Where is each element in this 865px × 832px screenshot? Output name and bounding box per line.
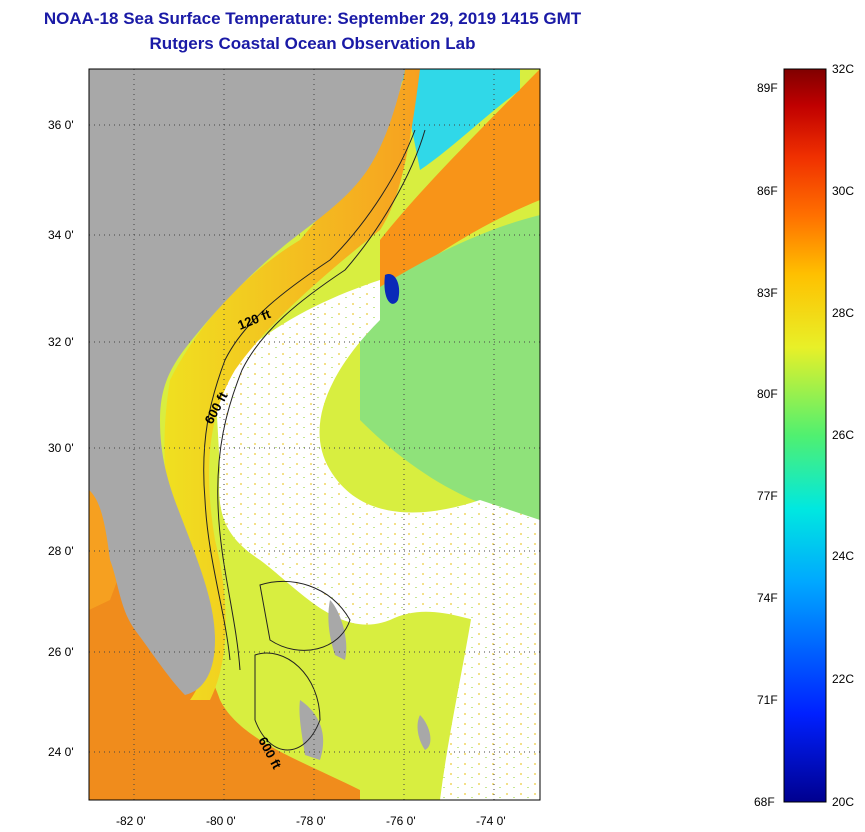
isobath-120ft-line <box>203 129 416 661</box>
longitude-axis: -82 0' -80 0' -78 0' -76 0' -74 0' <box>116 814 506 828</box>
island-exuma <box>417 715 431 750</box>
colorbar-c-22: 22C <box>832 672 854 686</box>
colorbar-f-86: 86F <box>757 184 778 198</box>
sst-map <box>89 69 540 800</box>
lon-tick-78: -78 0' <box>296 814 326 828</box>
map-title: NOAA-18 Sea Surface Temperature: Septemb… <box>43 9 582 28</box>
colorbar-f-89: 89F <box>757 81 778 95</box>
lat-tick-24: 24 0' <box>48 745 74 759</box>
latitude-axis: 36 0' 34 0' 32 0' 30 0' 28 0' 26 0' 24 0… <box>48 118 74 759</box>
colorbar-c-32: 32C <box>832 62 854 76</box>
gulf-stream <box>380 69 540 300</box>
map-frame <box>88 68 541 801</box>
offshore-warm-green <box>360 215 540 520</box>
lat-tick-34: 34 0' <box>48 228 74 242</box>
land-southeast-us <box>89 69 405 695</box>
island-abaco <box>328 600 347 660</box>
lat-tick-26: 26 0' <box>48 645 74 659</box>
cloud-cover-south <box>440 560 540 800</box>
colorbar-f-68: 68F <box>754 795 775 809</box>
colorbar-f-77: 77F <box>757 489 778 503</box>
lon-tick-76: -76 0' <box>386 814 416 828</box>
isobath-600ft-line <box>217 129 426 671</box>
colorbar-c-24: 24C <box>832 549 854 563</box>
cool-north-water <box>400 69 520 170</box>
map-subtitle: Rutgers Coastal Ocean Observation Lab <box>149 34 476 53</box>
colorbar-c-30: 30C <box>832 184 854 198</box>
lon-tick-80: -80 0' <box>206 814 236 828</box>
lon-tick-82: -82 0' <box>116 814 146 828</box>
sst-colorbar: 89F 86F 83F 80F 77F 74F 71F 68F 32C 30C … <box>754 62 854 809</box>
island-andros <box>299 700 324 760</box>
colorbar-gradient <box>783 68 827 803</box>
colorbar-f-71: 71F <box>757 693 778 707</box>
colorbar-c-20: 20C <box>832 795 854 809</box>
gulf-warm-water <box>89 490 125 610</box>
lat-tick-36: 36 0' <box>48 118 74 132</box>
colorbar-c-28: 28C <box>832 306 854 320</box>
lat-tick-28: 28 0' <box>48 544 74 558</box>
lon-tick-74: -74 0' <box>476 814 506 828</box>
lat-tick-32: 32 0' <box>48 335 74 349</box>
continental-shelf-water <box>164 69 420 700</box>
cold-eddy <box>384 274 400 304</box>
bahama-bank-contour <box>259 580 351 651</box>
cloud-cover <box>215 280 540 640</box>
colorbar-f-80: 80F <box>757 387 778 401</box>
graticule <box>89 69 540 800</box>
lat-tick-30: 30 0' <box>48 441 74 455</box>
colorbar-f-74: 74F <box>757 591 778 605</box>
colorbar-c-26: 26C <box>832 428 854 442</box>
bahama-bank-contour-2 <box>254 652 321 751</box>
colorbar-f-83: 83F <box>757 286 778 300</box>
